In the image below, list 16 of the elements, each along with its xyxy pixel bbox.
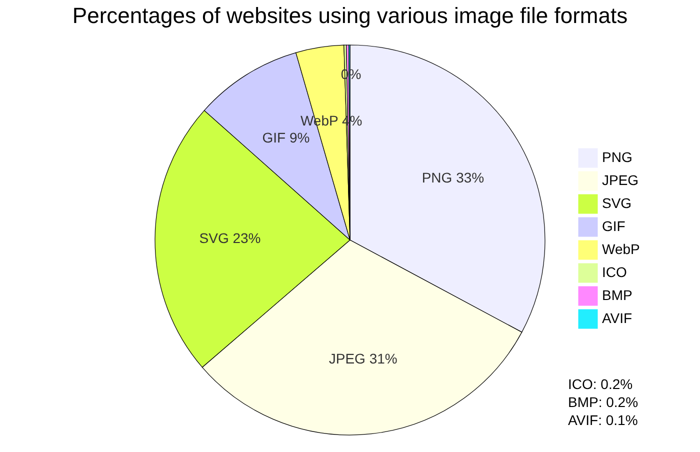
text: ICO: 0.2% [568, 376, 633, 392]
category-label: GIF 9% [262, 130, 310, 146]
category-label: JPEG 31% [328, 350, 398, 366]
text: AVIF: 0.1% [568, 412, 638, 428]
legend-label: SVG [602, 195, 632, 211]
category-label: SVG 23% [199, 230, 261, 246]
legend-label: AVIF [602, 310, 632, 326]
chart-title: Percentages of websites using various image file formats [72, 3, 628, 28]
legend-label: JPEG [602, 172, 639, 188]
legend-label: ICO [602, 264, 627, 280]
category-label: PNG 33% [422, 169, 484, 186]
legend-label: PNG [602, 149, 632, 165]
legend-label: GIF [602, 218, 626, 234]
legend-label: WebP [602, 241, 640, 257]
legend-label: BMP [602, 287, 632, 303]
text: BMP: 0.2% [568, 394, 638, 410]
